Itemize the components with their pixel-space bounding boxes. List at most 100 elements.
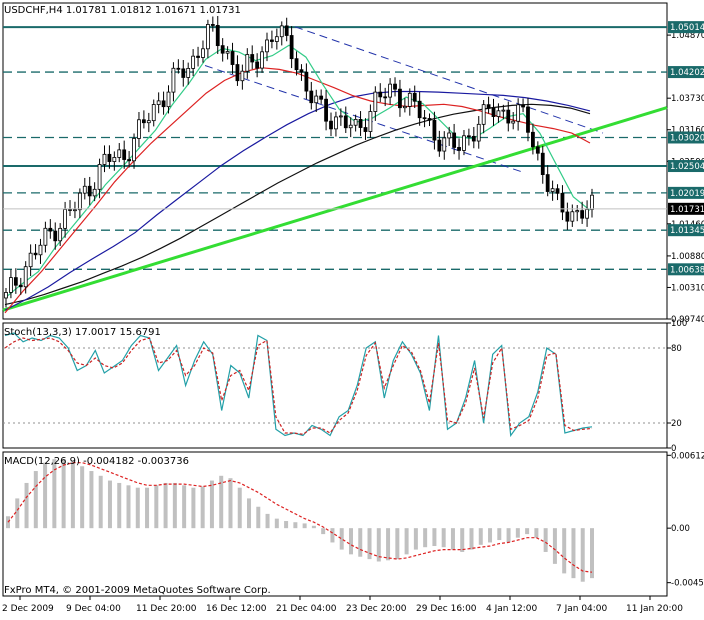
macd-histogram-bar <box>80 466 85 529</box>
candlestick <box>417 100 422 119</box>
candlestick <box>427 118 432 121</box>
stochastic-axis-tick-label: 0 <box>671 444 676 454</box>
candlestick <box>398 88 402 109</box>
copyright-text: FxPro MT4, © 2001-2009 MetaQuotes Softwa… <box>4 585 271 596</box>
level-price-tag <box>668 21 704 34</box>
candlestick <box>393 83 397 90</box>
macd-histogram-bar <box>154 485 159 529</box>
macd-axis-tick-label: 0.00 <box>671 524 690 534</box>
macd-histogram-bar <box>506 528 511 543</box>
macd-histogram-bar <box>497 528 502 541</box>
macd-histogram-bar <box>135 487 140 529</box>
stochastic-axis-tick-label: 20 <box>671 419 682 429</box>
candlestick <box>13 277 18 286</box>
price-panel: 1.048701.037301.031601.025901.014601.008… <box>2 2 704 325</box>
macd-histogram-bar <box>311 525 316 529</box>
macd-histogram-bar <box>33 471 38 529</box>
macd-histogram-bar <box>228 478 233 529</box>
macd-histogram-bar <box>413 528 418 550</box>
macd-histogram-bar <box>43 462 48 529</box>
level-price-tag <box>668 186 704 199</box>
candlestick <box>388 83 393 98</box>
candlestick <box>304 71 309 92</box>
macd-histogram-bar <box>52 459 57 529</box>
candlestick <box>176 67 181 70</box>
macd-histogram-bar <box>247 498 252 529</box>
macd-histogram-bar <box>515 528 520 538</box>
macd-histogram-bar <box>552 528 557 564</box>
candlestick <box>540 152 545 175</box>
price-axis-tick-label: 1.00880 <box>671 252 704 262</box>
moving-average-medium <box>4 90 591 311</box>
macd-histogram-bar <box>61 459 66 529</box>
candlestick <box>407 92 412 107</box>
macd-histogram-bar <box>450 528 455 550</box>
macd-histogram-bar <box>562 528 567 574</box>
macd-histogram-bar <box>525 528 530 535</box>
candlestick <box>550 188 555 192</box>
candlestick <box>265 39 269 53</box>
candlestick <box>442 137 447 152</box>
time-axis-label: 16 Dec 12:00 <box>206 604 267 614</box>
stochastic-signal-line <box>4 337 593 435</box>
macd-histogram-bar <box>404 528 409 555</box>
moving-average-fast-green <box>4 44 591 299</box>
candlestick <box>68 209 72 211</box>
macd-title: MACD(12,26,9) -0.004182 -0.003736 <box>4 456 189 467</box>
macd-histogram-bar <box>367 528 372 560</box>
candlestick <box>496 110 501 117</box>
macd-histogram-bar <box>460 528 465 552</box>
candlestick <box>324 98 328 122</box>
macd-histogram-bar <box>580 528 585 582</box>
candlestick <box>462 135 466 151</box>
candlestick <box>210 24 215 26</box>
macd-histogram-bar <box>441 528 446 548</box>
macd-histogram-bar <box>302 523 307 529</box>
candlestick <box>580 210 585 219</box>
stochastic-title: Stoch(13,3,3) 17.0017 15.6791 <box>4 327 161 338</box>
candlestick <box>402 105 407 109</box>
macd-histogram-bar <box>469 528 474 550</box>
candlestick <box>363 127 368 132</box>
candlestick <box>201 48 205 58</box>
level-price-label: 1.04202 <box>670 68 704 78</box>
candlestick <box>516 104 521 122</box>
stochastic-panel-frame <box>2 322 668 449</box>
time-axis: 2 Dec 2009 9 Dec 04:00 11 Dec 20:00 16 Dec … <box>2 596 683 614</box>
candlestick <box>43 227 48 246</box>
macd-histogram-bar <box>478 528 483 545</box>
macd-histogram-bar <box>126 485 131 529</box>
candlestick <box>511 120 516 124</box>
price-axis-tick-label: 1.00310 <box>671 283 704 293</box>
macd-histogram-bar <box>543 528 548 552</box>
macd-histogram-bar <box>423 528 428 548</box>
candlestick <box>230 51 235 65</box>
candlestick <box>570 211 575 222</box>
macd-histogram-bar <box>534 528 539 538</box>
macd-histogram-bar <box>209 480 214 529</box>
candlestick <box>4 292 8 299</box>
candlestick <box>87 185 92 197</box>
candlestick <box>151 104 156 122</box>
current-price-label: 1.01731 <box>670 205 704 215</box>
candlestick <box>471 135 476 142</box>
candlestick <box>279 25 284 38</box>
macd-histogram-bar <box>89 471 94 529</box>
candlestick <box>171 67 176 93</box>
candlestick <box>348 124 353 129</box>
macd-histogram-bar <box>376 528 381 562</box>
macd-histogram-bar <box>200 486 205 529</box>
macd-histogram-bar <box>571 528 576 579</box>
level-price-label: 1.01345 <box>670 226 704 236</box>
candlestick <box>53 230 58 242</box>
candlestick <box>260 51 264 69</box>
macd-histogram-bar <box>163 482 168 529</box>
candlestick <box>314 95 319 104</box>
candlestick <box>289 35 294 60</box>
price-axis-tick-label: 1.03730 <box>671 94 704 104</box>
candlestick <box>33 252 38 256</box>
candlestick <box>205 24 210 50</box>
macd-panel: 0.006123 0.00 -0.00458 <box>2 451 704 597</box>
macd-histogram-bar <box>274 518 279 529</box>
